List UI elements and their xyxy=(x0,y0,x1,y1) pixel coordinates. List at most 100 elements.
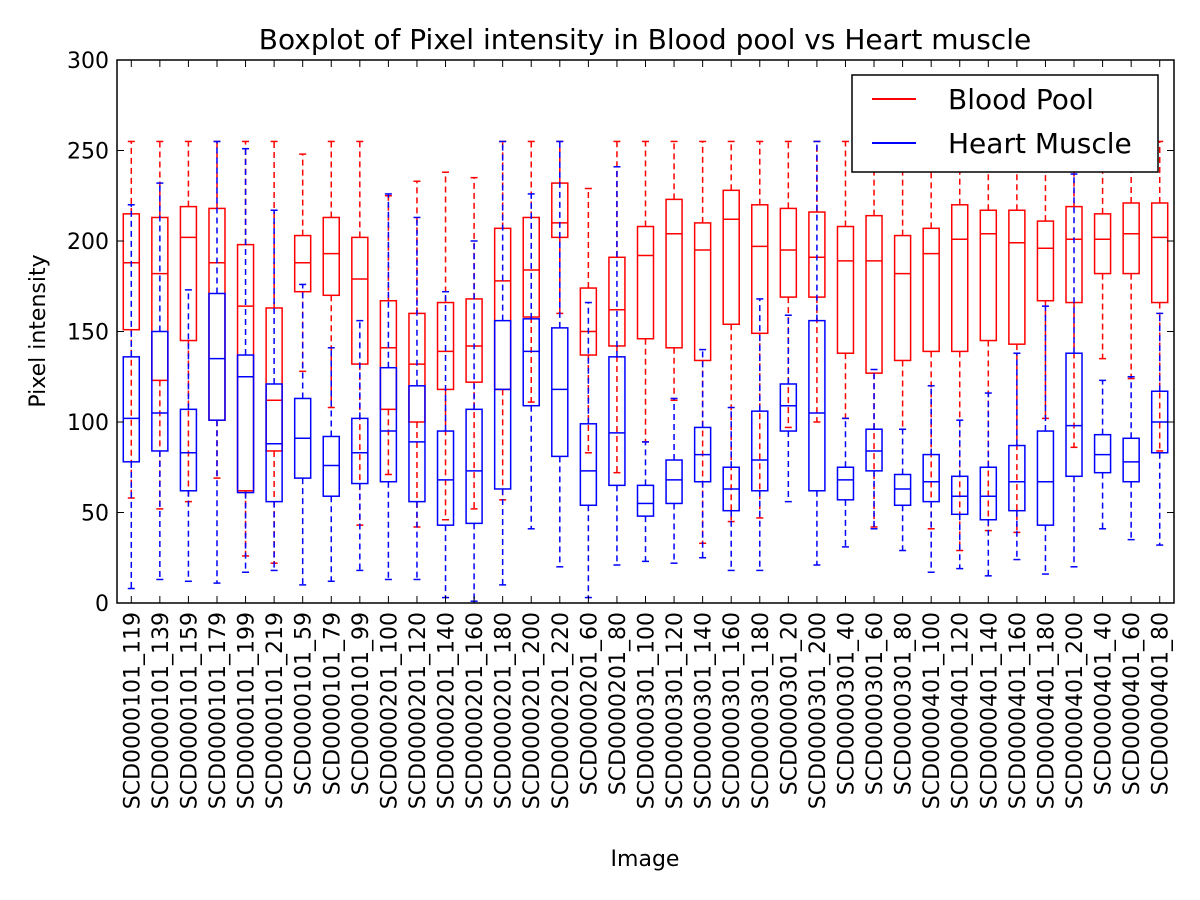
blood-pool-iqr-box xyxy=(636,225,655,340)
blood-pool-box-SCD0000101_119 xyxy=(122,140,141,499)
heart-muscle-iqr-box xyxy=(379,366,398,483)
blood-pool-iqr-box xyxy=(950,204,969,353)
y-tick-label: 100 xyxy=(67,411,109,436)
heart-muscle-box-SCD0000301_180 xyxy=(751,298,769,572)
y-tick-label: 50 xyxy=(81,502,109,527)
blood-pool-box-SCD0000301_40 xyxy=(836,140,855,420)
blood-pool-box-SCD0000201_200 xyxy=(522,140,540,403)
blood-pool-iqr-box xyxy=(465,298,483,383)
x-tick-label: SCD0000101_199 xyxy=(235,612,260,809)
blood-pool-box-SCD0000301_100 xyxy=(636,140,655,443)
heart-muscle-box-SCD0000101_159 xyxy=(179,289,198,583)
heart-muscle-iqr-box xyxy=(808,319,826,492)
blood-pool-iqr-box xyxy=(779,207,798,298)
blood-pool-iqr-box xyxy=(865,214,883,374)
heart-muscle-iqr-box xyxy=(1065,352,1083,478)
heart-muscle-box-SCD0000401_160 xyxy=(1008,352,1026,561)
heart-muscle-box-SCD0000101_59 xyxy=(293,283,312,586)
x-tick-label: SCD0000301_40 xyxy=(834,612,859,795)
legend: Blood Pool Heart Muscle xyxy=(851,74,1159,173)
blood-pool-box-SCD0000201_100 xyxy=(379,195,398,476)
heart-muscle-box-SCD0000101_179 xyxy=(208,140,226,584)
blood-pool-box-SCD0000301_200 xyxy=(808,140,826,423)
heart-muscle-box-SCD0000201_80 xyxy=(608,166,626,566)
heart-muscle-box-SCD0000201_60 xyxy=(579,301,598,599)
heart-muscle-iqr-box xyxy=(408,385,426,503)
blood-pool-iqr-box xyxy=(408,312,426,423)
heart-muscle-iqr-box xyxy=(1122,437,1140,483)
blood-pool-box-SCD0000401_100 xyxy=(922,140,940,530)
x-tick-label: SCD0000101_159 xyxy=(177,612,202,809)
legend-box xyxy=(851,74,1159,173)
x-tick-label: SCD0000401_40 xyxy=(1092,612,1117,795)
blood-pool-iqr-box xyxy=(1008,209,1026,345)
blood-pool-iqr-box xyxy=(551,182,569,239)
x-tick-label: SCD0000401_60 xyxy=(1120,612,1145,795)
heart-muscle-iqr-box xyxy=(351,417,369,485)
y-tick-label: 150 xyxy=(67,321,109,346)
heart-muscle-iqr-box xyxy=(608,356,626,487)
heart-muscle-box-SCD0000401_40 xyxy=(1093,379,1112,530)
blood-pool-iqr-box xyxy=(922,227,940,353)
blood-pool-iqr-box xyxy=(693,222,712,362)
x-tick-label: SCD0000101_139 xyxy=(149,612,174,809)
x-tick-label: SCD0000301_120 xyxy=(663,612,688,809)
heart-muscle-box-SCD0000301_80 xyxy=(893,428,912,552)
heart-muscle-iqr-box xyxy=(636,484,655,517)
blood-pool-iqr-box xyxy=(1036,220,1055,302)
heart-muscle-box-SCD0000101_199 xyxy=(236,147,255,573)
blood-pool-iqr-box xyxy=(979,209,998,342)
heart-muscle-iqr-box xyxy=(836,466,855,501)
blood-pool-iqr-box xyxy=(893,234,912,362)
chart-title: Boxplot of Pixel intensity in Blood pool… xyxy=(259,23,1031,56)
heart-muscle-box-SCD0000401_120 xyxy=(950,419,969,570)
x-tick-label: SCD0000201_220 xyxy=(549,612,574,809)
x-tick-label: SCD0000201_140 xyxy=(435,612,460,809)
x-tick-label: SCD0000301_80 xyxy=(892,612,917,795)
heart-muscle-iqr-box xyxy=(865,428,883,472)
x-tick-label: SCD0000301_140 xyxy=(692,612,717,809)
blood-pool-box-SCD0000301_120 xyxy=(665,140,683,402)
heart-muscle-box-SCD0000301_120 xyxy=(665,397,683,564)
heart-muscle-box-SCD0000301_20 xyxy=(779,314,798,503)
x-tick-label: SCD0000201_160 xyxy=(463,612,488,809)
heart-muscle-box-SCD0000201_120 xyxy=(408,216,426,581)
x-tick-label: SCD0000301_100 xyxy=(635,612,660,809)
heart-muscle-iqr-box xyxy=(465,408,483,525)
x-tick-label: SCD0000401_140 xyxy=(977,612,1002,809)
x-tick-label: SCD0000301_180 xyxy=(749,612,774,809)
heart-muscle-iqr-box xyxy=(579,423,598,507)
heart-muscle-box-SCD0000201_140 xyxy=(436,290,455,599)
blood-pool-iqr-box xyxy=(379,299,398,411)
blood-pool-box-SCD0000301_60 xyxy=(865,140,883,528)
y-tick-label: 300 xyxy=(67,49,109,74)
blood-pool-box-SCD0000401_80 xyxy=(1150,140,1169,452)
heart-muscle-box-SCD0000101_99 xyxy=(351,319,369,572)
x-tick-label: SCD0000401_120 xyxy=(949,612,974,809)
blood-pool-iqr-box xyxy=(322,216,341,297)
heart-muscle-iqr-box xyxy=(665,459,683,505)
x-tick-label: SCD0000201_100 xyxy=(377,612,402,809)
x-tick-label: SCD0000101_119 xyxy=(120,612,145,809)
x-tick-label: SCD0000201_60 xyxy=(577,612,602,795)
blood-pool-iqr-box xyxy=(179,205,198,342)
heart-muscle-iqr-box xyxy=(322,435,341,497)
x-tick-label: SCD0000401_200 xyxy=(1063,612,1088,809)
heart-muscle-iqr-box xyxy=(551,327,569,458)
heart-muscle-box-SCD0000401_200 xyxy=(1065,173,1083,568)
x-tick-label: SCD0000301_160 xyxy=(720,612,745,809)
x-tick-label: SCD0000401_160 xyxy=(1006,612,1031,809)
blood-pool-box-SCD0000401_120 xyxy=(950,140,969,552)
x-tick-label: SCD0000201_200 xyxy=(520,612,545,809)
heart-muscle-box-SCD0000401_80 xyxy=(1150,312,1169,546)
heart-muscle-box-SCD0000301_200 xyxy=(808,140,826,566)
heart-muscle-iqr-box xyxy=(493,319,512,490)
heart-muscle-box-SCD0000201_220 xyxy=(551,140,569,568)
heart-muscle-box-SCD0000401_140 xyxy=(979,392,998,577)
blood-pool-iqr-box xyxy=(722,189,740,326)
heart-muscle-box-SCD0000301_60 xyxy=(865,368,883,530)
heart-muscle-box-SCD0000401_180 xyxy=(1036,305,1055,575)
x-tick-label: SCD0000401_80 xyxy=(1149,612,1174,795)
heart-muscle-box-SCD0000201_200 xyxy=(522,193,540,530)
